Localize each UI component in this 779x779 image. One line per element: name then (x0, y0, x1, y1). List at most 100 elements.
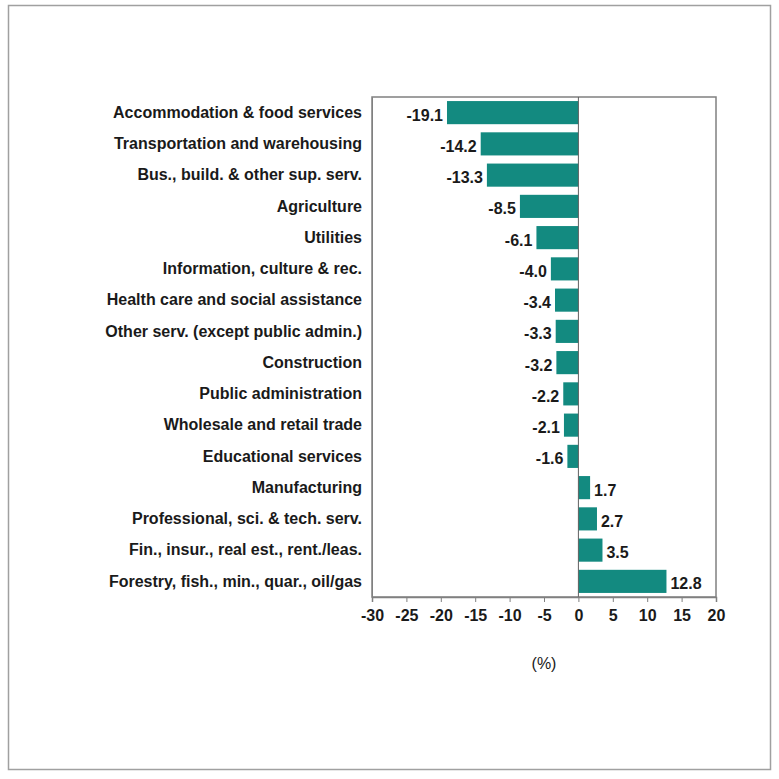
data-label: -3.3 (524, 325, 552, 342)
tick-label: 5 (609, 607, 618, 624)
category-label: Manufacturing (252, 479, 362, 496)
tick: Health care and social assistance (107, 291, 372, 308)
tick: 0 (574, 597, 583, 624)
tick-label: -30 (361, 607, 384, 624)
bar (555, 289, 578, 312)
data-labels: -19.1-14.2-13.3-8.5-6.1-4.0-3.4-3.3-3.2-… (407, 107, 702, 593)
tick: Agriculture (277, 197, 372, 214)
tick-mark (441, 597, 442, 602)
tick-mark (544, 597, 545, 602)
category-label: Fin., insur., real est., rent./leas. (129, 541, 362, 558)
bar (567, 445, 578, 468)
data-label: 12.8 (670, 575, 701, 592)
tick-mark (647, 597, 648, 602)
category-label: Bus., build. & other sup. serv. (137, 166, 362, 183)
bar (578, 539, 602, 562)
data-label: -1.6 (536, 450, 564, 467)
tick: Utilities (304, 229, 372, 246)
tick-mark (578, 597, 579, 602)
data-label: -2.1 (532, 419, 560, 436)
tick-mark (682, 597, 683, 602)
data-label: -6.1 (505, 232, 533, 249)
bar (564, 414, 578, 437)
tick: 15 (673, 597, 691, 624)
tick-label: 15 (673, 607, 691, 624)
bars (447, 101, 666, 593)
bar (481, 132, 579, 155)
bar (578, 476, 590, 499)
outer-frame (9, 6, 771, 770)
bar (520, 195, 578, 218)
axis-line (372, 98, 373, 598)
category-label: Forestry, fish., min., quar., oil/gas (109, 572, 362, 589)
tick: Bus., build. & other sup. serv. (137, 166, 372, 183)
bar (487, 164, 579, 187)
tick-mark (613, 597, 614, 602)
category-label: Other serv. (except public admin.) (105, 322, 362, 339)
tick: -10 (499, 597, 522, 624)
tick-label: -5 (537, 607, 551, 624)
tick-mark (406, 597, 407, 602)
tick: 10 (639, 597, 657, 624)
data-label: -13.3 (446, 169, 483, 186)
category-label: Wholesale and retail trade (164, 416, 362, 433)
bar (536, 226, 578, 249)
tick: -20 (430, 597, 453, 624)
tick-mark (716, 597, 717, 602)
tick: Manufacturing (252, 479, 372, 496)
tick: 5 (609, 597, 618, 624)
tick: Construction (262, 354, 372, 371)
tick: -5 (537, 597, 551, 624)
tick: Fin., insur., real est., rent./leas. (129, 541, 372, 558)
tick: -15 (464, 597, 487, 624)
bar (578, 507, 597, 530)
chart-svg: Accommodation & food services Transportat… (0, 0, 779, 779)
data-label: -8.5 (488, 200, 516, 217)
tick: -30 (361, 597, 384, 624)
category-label: Agriculture (277, 197, 362, 214)
tick-label: 0 (574, 607, 583, 624)
data-label: -3.4 (523, 294, 551, 311)
bar (551, 257, 579, 280)
tick: Forestry, fish., min., quar., oil/gas (109, 572, 372, 589)
data-label: -2.2 (532, 388, 560, 405)
axis-title: (%) (532, 655, 557, 672)
tick-label: -20 (430, 607, 453, 624)
tick-label: 20 (708, 607, 726, 624)
tick-mark (510, 597, 511, 602)
tick-label: 10 (639, 607, 657, 624)
data-label: 1.7 (594, 482, 616, 499)
value-axis: -30 -25 -20 -15 -10 -5 0 5 10 15 20 (361, 597, 726, 624)
bar (563, 382, 578, 405)
data-label: -3.2 (525, 357, 553, 374)
axis-line (373, 598, 717, 603)
bar (447, 101, 578, 124)
tick: Public administration (199, 385, 372, 402)
category-axis: Accommodation & food services Transportat… (105, 98, 372, 598)
tick: Accommodation & food services (113, 104, 372, 121)
tick: Wholesale and retail trade (164, 416, 372, 433)
data-label: -19.1 (407, 107, 444, 124)
bar (556, 320, 579, 343)
tick: Professional, sci. & tech. serv. (132, 510, 372, 527)
data-label: -14.2 (440, 138, 477, 155)
tick-label: -10 (499, 607, 522, 624)
tick: -25 (395, 597, 418, 624)
tick-label: -25 (395, 607, 418, 624)
zero-line (578, 97, 579, 597)
category-label: Public administration (199, 385, 362, 402)
category-label: Utilities (304, 229, 362, 246)
data-label: 3.5 (606, 544, 628, 561)
tick: Information, culture & rec. (163, 260, 372, 277)
category-label: Educational services (203, 447, 362, 464)
category-label: Health care and social assistance (107, 291, 362, 308)
bar (556, 351, 578, 374)
plot-frame (372, 97, 716, 597)
tick: Transportation and warehousing (114, 135, 372, 152)
tick-mark (372, 597, 373, 602)
tick-mark (475, 597, 476, 602)
category-label: Accommodation & food services (113, 104, 362, 121)
bar (578, 570, 666, 593)
tick-label: -15 (464, 607, 487, 624)
data-label: 2.7 (601, 513, 623, 530)
